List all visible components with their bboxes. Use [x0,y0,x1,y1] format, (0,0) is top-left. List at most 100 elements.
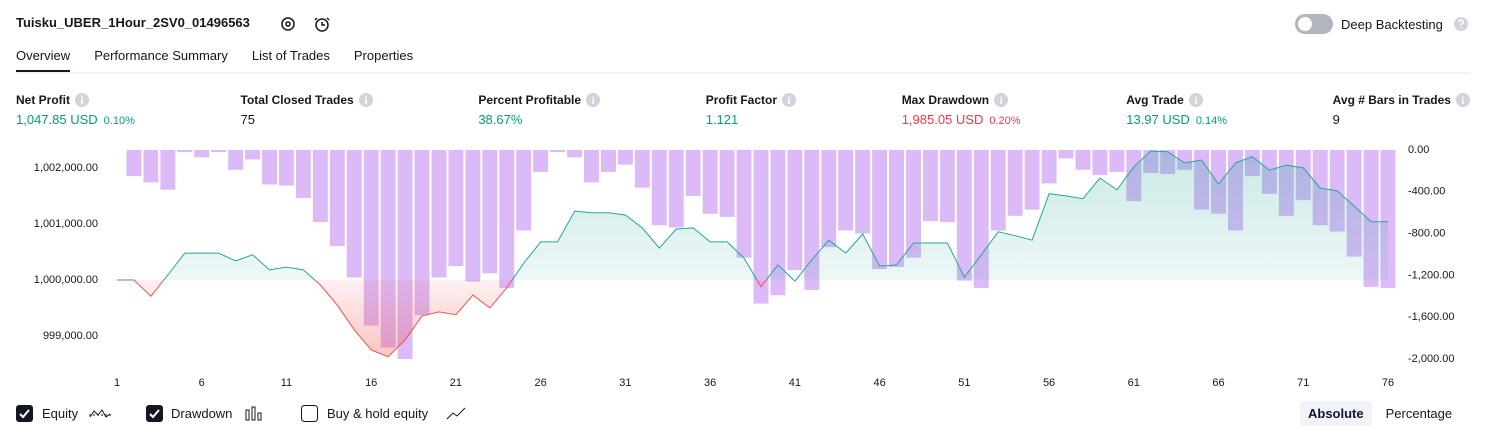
strategy-title: Tuisku_UBER_1Hour_2SV0_01496563 [16,15,250,30]
tab[interactable]: Performance Summary [94,48,228,63]
drawdown-bar [770,150,786,296]
x-tick-label: 51 [958,377,970,389]
drawdown-bar [448,150,464,266]
drawdown-bar [312,150,328,223]
drawdown-bar [939,150,955,223]
metric-label-text: Avg Trade [1126,93,1184,107]
scale-mode-button[interactable]: Absolute [1300,401,1372,426]
metric-label: Profit Factor [705,93,797,107]
drawdown-bar [278,150,294,186]
drawdown-bar [651,150,667,226]
info-icon[interactable] [75,93,89,107]
metric-label: Avg # Bars in Trades [1333,93,1470,107]
info-icon[interactable] [1455,93,1470,107]
metric-value: 1,985.05 USD [901,112,984,127]
y2-tick-label: -1,200.00 [1408,269,1454,281]
x-tick-label: 41 [789,377,801,389]
drawdown-bar [550,150,566,153]
drawdown-bar [211,150,227,153]
deep-backtesting-toggle[interactable] [1295,14,1335,34]
metric: Avg Trade 13.97 USD 0.14% [1126,93,1227,127]
metric-label-text: Profit Factor [705,93,778,107]
drawdown-bar [516,150,532,231]
drawdown-bar [990,150,1006,231]
metric: Total Closed Trades 75 [241,93,373,127]
y-tick-label: 1,000,000.00 [34,274,98,286]
metric-value-row: 1,047.85 USD 0.10% [16,112,135,127]
metric-label: Percent Profitable [478,93,601,107]
drawdown-bar [1058,150,1074,159]
y2-tick-label: -800.00 [1408,228,1445,240]
y-tick-label: 999,000.00 [43,330,98,342]
drawdown-bar [1024,150,1040,210]
legend-icons[interactable] [16,405,476,423]
drawdown-bar [143,150,159,183]
drawdown-bar [295,150,311,199]
metric-percent: 0.10% [103,115,135,127]
drawdown-bar [1075,150,1091,170]
info-icon[interactable] [586,93,601,107]
x-tick-label: 1 [114,377,120,389]
metric-value: 13.97 USD [1126,112,1190,127]
x-tick-label: 61 [1128,377,1140,389]
drawdown-bar [617,150,633,165]
y2-tick-label: -2,000.00 [1408,353,1454,365]
drawdown-bar [160,150,176,190]
tab[interactable]: Overview [16,48,71,73]
metric-label: Avg Trade [1126,93,1227,107]
drawdown-bar [787,150,803,271]
metric: Net Profit 1,047.85 USD 0.10% [16,93,135,127]
drawdown-bar [482,150,498,274]
metrics: Net Profit 1,047.85 USD 0.10% Total Closed … [16,93,1470,127]
tab-rule [16,72,1470,74]
metric: Max Drawdown 1,985.05 USD 0.20% [902,93,1021,127]
metric-value: 9 [1332,112,1340,127]
metric-percent: 0.14% [1195,115,1228,127]
drawdown-bar [685,150,701,196]
y-tick-label: 1,002,000.00 [34,162,98,174]
metric-value: 75 [240,112,255,127]
y2-tick-label: 0.00 [1408,144,1429,156]
legend-buy-hold[interactable]: Buy & hold equity [327,406,429,421]
metric-value-row: 38.67% [478,112,600,127]
header-icons[interactable] [279,14,339,34]
info-icon[interactable] [1188,93,1203,107]
scale-mode-button[interactable]: Percentage [1385,406,1453,421]
drawdown-bar [821,150,837,248]
drawdown-bar [838,150,854,231]
metric-value-row: 9 [1333,112,1470,127]
drawdown-bar [262,150,277,185]
metric-label-text: Avg # Bars in Trades [1332,93,1451,107]
legend-equity[interactable]: Equity [42,406,79,421]
info-icon[interactable] [782,93,797,107]
drawdown-bar [736,150,752,258]
drawdown-bar [855,150,871,234]
x-tick-label: 76 [1382,377,1394,389]
metric: Profit Factor 1.121 [705,93,797,127]
help-icon[interactable] [1453,16,1469,32]
drawdown-bar [584,150,599,183]
info-icon[interactable] [994,93,1009,107]
legend-drawdown[interactable]: Drawdown [171,406,233,421]
x-tick-label: 46 [873,377,885,389]
metric-label-text: Total Closed Trades [240,93,354,107]
metric: Percent Profitable 38.67% [478,93,601,127]
metric-label-text: Net Profit [16,93,70,107]
drawdown-bar [1092,150,1108,176]
metric-value-row: 13.97 USD 0.14% [1126,112,1227,127]
tab[interactable]: List of Trades [251,48,330,63]
tab[interactable]: Properties [353,48,414,63]
metric-value-row: 1.121 [706,112,796,127]
info-icon[interactable] [358,93,373,107]
drawdown-bar [753,150,769,304]
drawdown-bar [567,150,583,158]
equity-fill [117,151,1388,357]
x-tick-label: 16 [365,377,377,389]
deep-backtesting-label: Deep Backtesting [1341,17,1443,32]
metric-value-row: 1,985.05 USD 0.20% [902,112,1021,127]
drawdown-bar [126,150,142,177]
y2-tick-label: -1,600.00 [1408,311,1454,323]
metric-percent: 0.20% [989,115,1021,127]
x-tick-label: 36 [704,377,716,389]
